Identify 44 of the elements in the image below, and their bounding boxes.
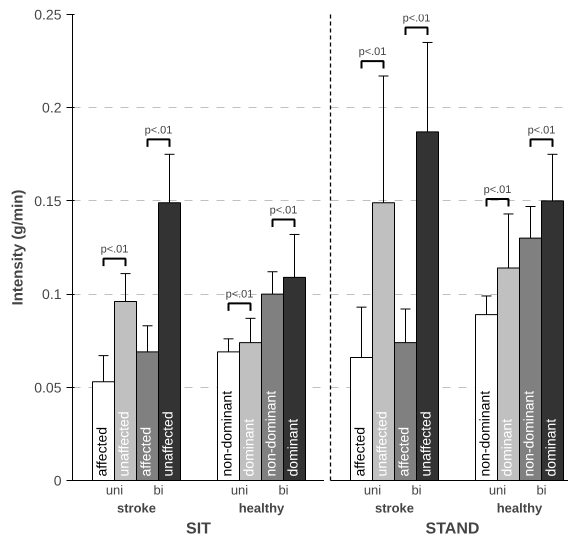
annotation: dominant: [542, 418, 558, 476]
annotation: dominant: [284, 418, 300, 476]
y-tick-label: 0.25: [34, 6, 62, 22]
y-tick-label: 0.15: [34, 192, 62, 209]
annotation: p<.01: [270, 204, 298, 217]
annotation: unaffected: [374, 411, 390, 476]
annotation: p<.01: [528, 124, 556, 136]
y-tick-label: 0: [54, 472, 62, 488]
annotation: p<.01: [144, 124, 172, 136]
annotation: affected: [396, 426, 412, 476]
y-tick-label: 0.05: [34, 379, 62, 396]
annotation: non-dominant: [520, 390, 536, 476]
x-axis-title: SIT: [186, 520, 212, 538]
y-tick-label: 0.1: [42, 286, 62, 302]
annotation: unaffected: [160, 411, 176, 476]
text: bi: [153, 482, 164, 498]
x-tick-label: healthy: [496, 500, 544, 516]
annotation: non-dominant: [262, 390, 278, 476]
annotation: p<.01: [484, 184, 512, 196]
annotation: affected: [94, 426, 110, 476]
text: uni: [230, 482, 248, 498]
annotation: dominant: [498, 418, 514, 476]
x-tick-label: healthy: [238, 500, 286, 516]
x-tick-label: stroke: [374, 500, 414, 516]
annotation: dominant: [240, 418, 256, 476]
text: bi: [536, 482, 547, 498]
annotation: affected: [352, 426, 368, 476]
x-axis-title: STAND: [426, 520, 480, 538]
annotation: p<.01: [358, 46, 386, 58]
annotation: p<.01: [100, 244, 128, 256]
text: uni: [488, 482, 506, 498]
x-tick-label: stroke: [116, 500, 156, 516]
annotation: affected: [138, 426, 154, 476]
text: bi: [411, 482, 422, 498]
annotation: unaffected: [418, 411, 434, 476]
annotation: non-dominant: [476, 390, 492, 476]
text: uni: [364, 482, 382, 498]
text: uni: [106, 482, 124, 498]
y-axis-title: Intensity (g/min): [9, 190, 26, 306]
annotation: p<.01: [226, 288, 254, 300]
y-tick-label: 0.2: [42, 100, 62, 116]
annotation: non-dominant: [218, 390, 234, 476]
annotation: unaffected: [116, 411, 132, 476]
text: bi: [278, 482, 289, 498]
